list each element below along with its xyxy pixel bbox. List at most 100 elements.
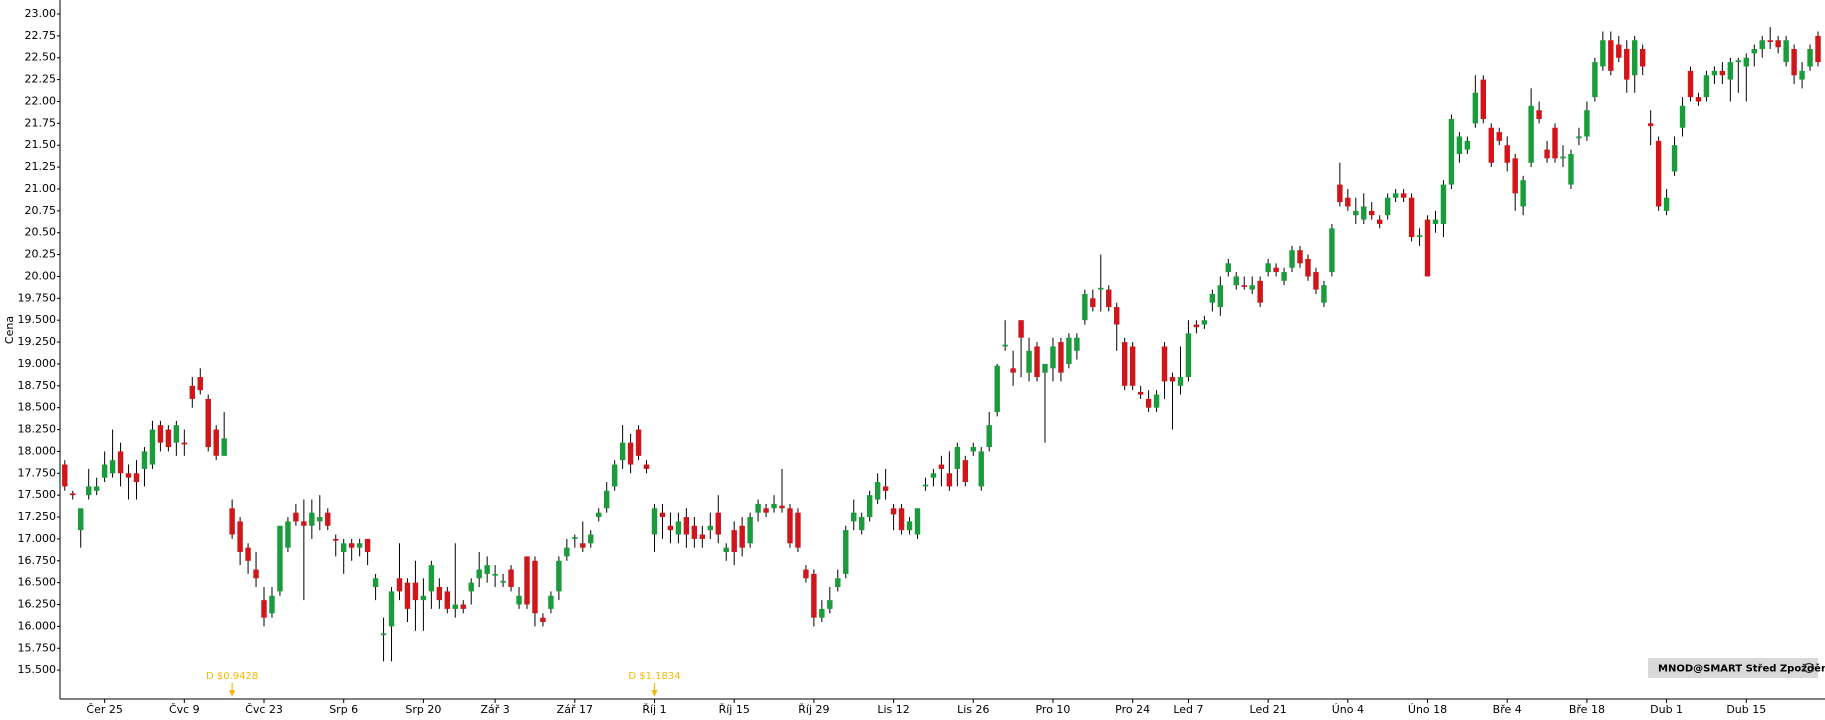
- candle-body: [1010, 368, 1016, 373]
- candle-body: [611, 464, 618, 487]
- watermark: MNOD@SMART Střed Zpožděný: [1648, 658, 1825, 678]
- candle-body: [532, 560, 538, 614]
- candle-body: [667, 525, 674, 531]
- x-tick-label: Úno 18: [1408, 703, 1447, 716]
- candle-body: [364, 538, 371, 553]
- candle-body: [301, 521, 307, 526]
- candle-body: [1504, 145, 1510, 163]
- candle-body: [404, 582, 411, 609]
- candle-body: [1799, 70, 1805, 80]
- candle-body: [643, 464, 650, 469]
- candle-body: [930, 473, 937, 478]
- candle-body: [1082, 293, 1088, 321]
- dividend-label: D $1.1834: [628, 671, 680, 682]
- candle-body: [524, 556, 530, 605]
- candle-body: [1018, 320, 1024, 338]
- candle-body: [1600, 40, 1606, 67]
- candle-body: [1552, 127, 1558, 159]
- y-tick-label: 16.500: [18, 576, 57, 589]
- candle-body: [540, 617, 546, 623]
- y-tick-label: 21.50: [25, 138, 57, 151]
- candle-body: [372, 578, 379, 588]
- x-tick-label: Pro 10: [1035, 703, 1070, 716]
- candle-body: [420, 595, 427, 601]
- candle-body: [165, 429, 172, 448]
- candle-body: [356, 543, 363, 548]
- x-tick-label: Lis 12: [877, 703, 909, 716]
- candle-body: [1137, 391, 1144, 395]
- candle-body: [173, 425, 180, 443]
- candle-body: [1106, 289, 1112, 308]
- candle-body: [396, 578, 403, 592]
- x-tick-label: Zář 17: [557, 703, 593, 716]
- candle-body: [596, 512, 602, 518]
- candle-body: [1424, 219, 1431, 277]
- candle-body: [1456, 136, 1463, 154]
- candle-body: [277, 525, 283, 592]
- candle-body: [747, 517, 753, 544]
- y-tick-label: 20.25: [25, 248, 57, 261]
- candle-body: [763, 508, 769, 513]
- x-tick-label: Dub 1: [1650, 703, 1683, 716]
- candle-body: [1257, 280, 1263, 303]
- candle-body: [1384, 197, 1391, 216]
- y-tick-label: 18.000: [18, 444, 57, 457]
- candle-body: [285, 521, 291, 548]
- candle-body: [1512, 158, 1518, 194]
- y-tick-label: 18.250: [18, 423, 57, 436]
- candle-body: [580, 543, 586, 548]
- candle-body: [261, 600, 267, 618]
- candle-body: [1671, 145, 1678, 172]
- candle-body: [1098, 287, 1104, 290]
- candle-body: [109, 460, 116, 474]
- candle-body: [1400, 193, 1407, 198]
- candle-body: [1241, 285, 1247, 287]
- candle-body: [1432, 219, 1439, 224]
- candle-body: [1695, 97, 1702, 102]
- candle-body: [1193, 324, 1200, 328]
- candle-body: [149, 429, 156, 465]
- candle-body: [755, 503, 761, 513]
- candle-body: [739, 525, 745, 548]
- candle-body: [157, 425, 164, 443]
- candle-body: [1129, 346, 1136, 386]
- candle-body: [1201, 320, 1208, 325]
- candle-body: [1281, 272, 1287, 281]
- candle-body: [827, 600, 833, 609]
- candle-body: [914, 508, 921, 535]
- candle-body: [1632, 40, 1638, 76]
- candle-body: [1791, 48, 1797, 76]
- candle-body: [787, 508, 793, 544]
- candle-body: [1488, 127, 1494, 163]
- candle-body: [946, 473, 953, 487]
- x-tick-label: Říj 1: [642, 703, 666, 716]
- candle-body: [1169, 377, 1176, 382]
- watermark-box: [1648, 658, 1818, 678]
- candle-body: [245, 547, 251, 561]
- candle-body: [1161, 346, 1168, 382]
- candle-body: [1233, 276, 1239, 286]
- candle-body: [1520, 180, 1526, 207]
- x-tick-label: Srp 20: [405, 703, 441, 716]
- y-tick-label: 19.000: [18, 357, 57, 370]
- candle-body: [1440, 184, 1447, 224]
- candle-body: [476, 569, 482, 579]
- candle-body: [1663, 197, 1670, 211]
- candle-body: [1273, 267, 1279, 273]
- y-axis-label: Cena: [3, 316, 16, 344]
- candle-body: [436, 587, 443, 601]
- x-tick-label: Čvc 23: [245, 703, 283, 716]
- candle-body: [1767, 40, 1773, 42]
- candle-body: [1408, 197, 1415, 238]
- candle-body: [866, 495, 873, 518]
- candle-body: [1592, 62, 1598, 98]
- candle-body: [556, 560, 562, 592]
- candle-body: [1345, 197, 1351, 207]
- candle-body: [1145, 398, 1152, 408]
- x-tick-label: Čer 25: [86, 703, 122, 716]
- candle-body: [1297, 250, 1303, 264]
- candle-body: [221, 438, 227, 456]
- y-tick-label: 16.750: [18, 554, 57, 567]
- candle-body: [691, 525, 698, 539]
